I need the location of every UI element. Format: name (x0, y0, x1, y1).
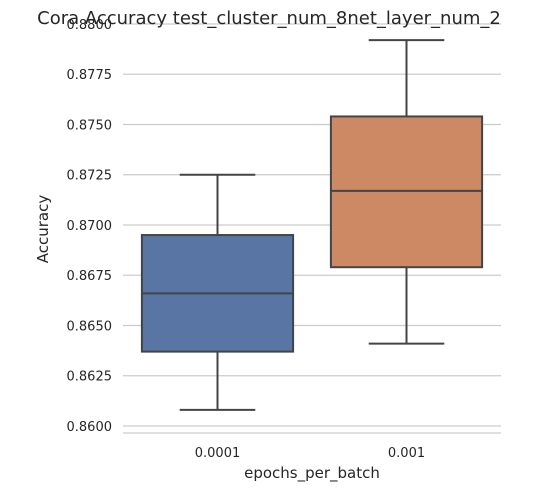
x-axis-ticks: 0.0001 0.001 (195, 446, 425, 461)
y-tick-label: 0.8625 (67, 370, 113, 385)
box-body (329, 115, 484, 269)
y-axis-ticks: 0.8600 0.8625 0.8650 0.8675 0.8700 0.8725 0.87… (67, 18, 113, 435)
y-tick-label: 0.8650 (67, 319, 113, 334)
boxes (140, 39, 484, 411)
x-axis-label: epochs_per_batch (244, 464, 380, 483)
y-tick-label: 0.8775 (67, 68, 113, 83)
box-0.0001 (140, 173, 295, 411)
box-0.001 (329, 39, 484, 345)
y-tick-label: 0.8800 (67, 18, 113, 33)
y-axis-label: Accuracy (34, 195, 52, 264)
y-tick-label: 0.8725 (67, 169, 113, 184)
y-tick-label: 0.8675 (67, 269, 113, 284)
y-tick-label: 0.8700 (67, 219, 113, 234)
chart-title: Cora Accuracy test_cluster_num_8net_laye… (37, 8, 501, 29)
x-tick-label: 0.0001 (195, 446, 241, 461)
y-tick-label: 0.8750 (67, 118, 113, 133)
y-tick-label: 0.8600 (67, 420, 113, 435)
x-tick-label: 0.001 (388, 446, 425, 461)
